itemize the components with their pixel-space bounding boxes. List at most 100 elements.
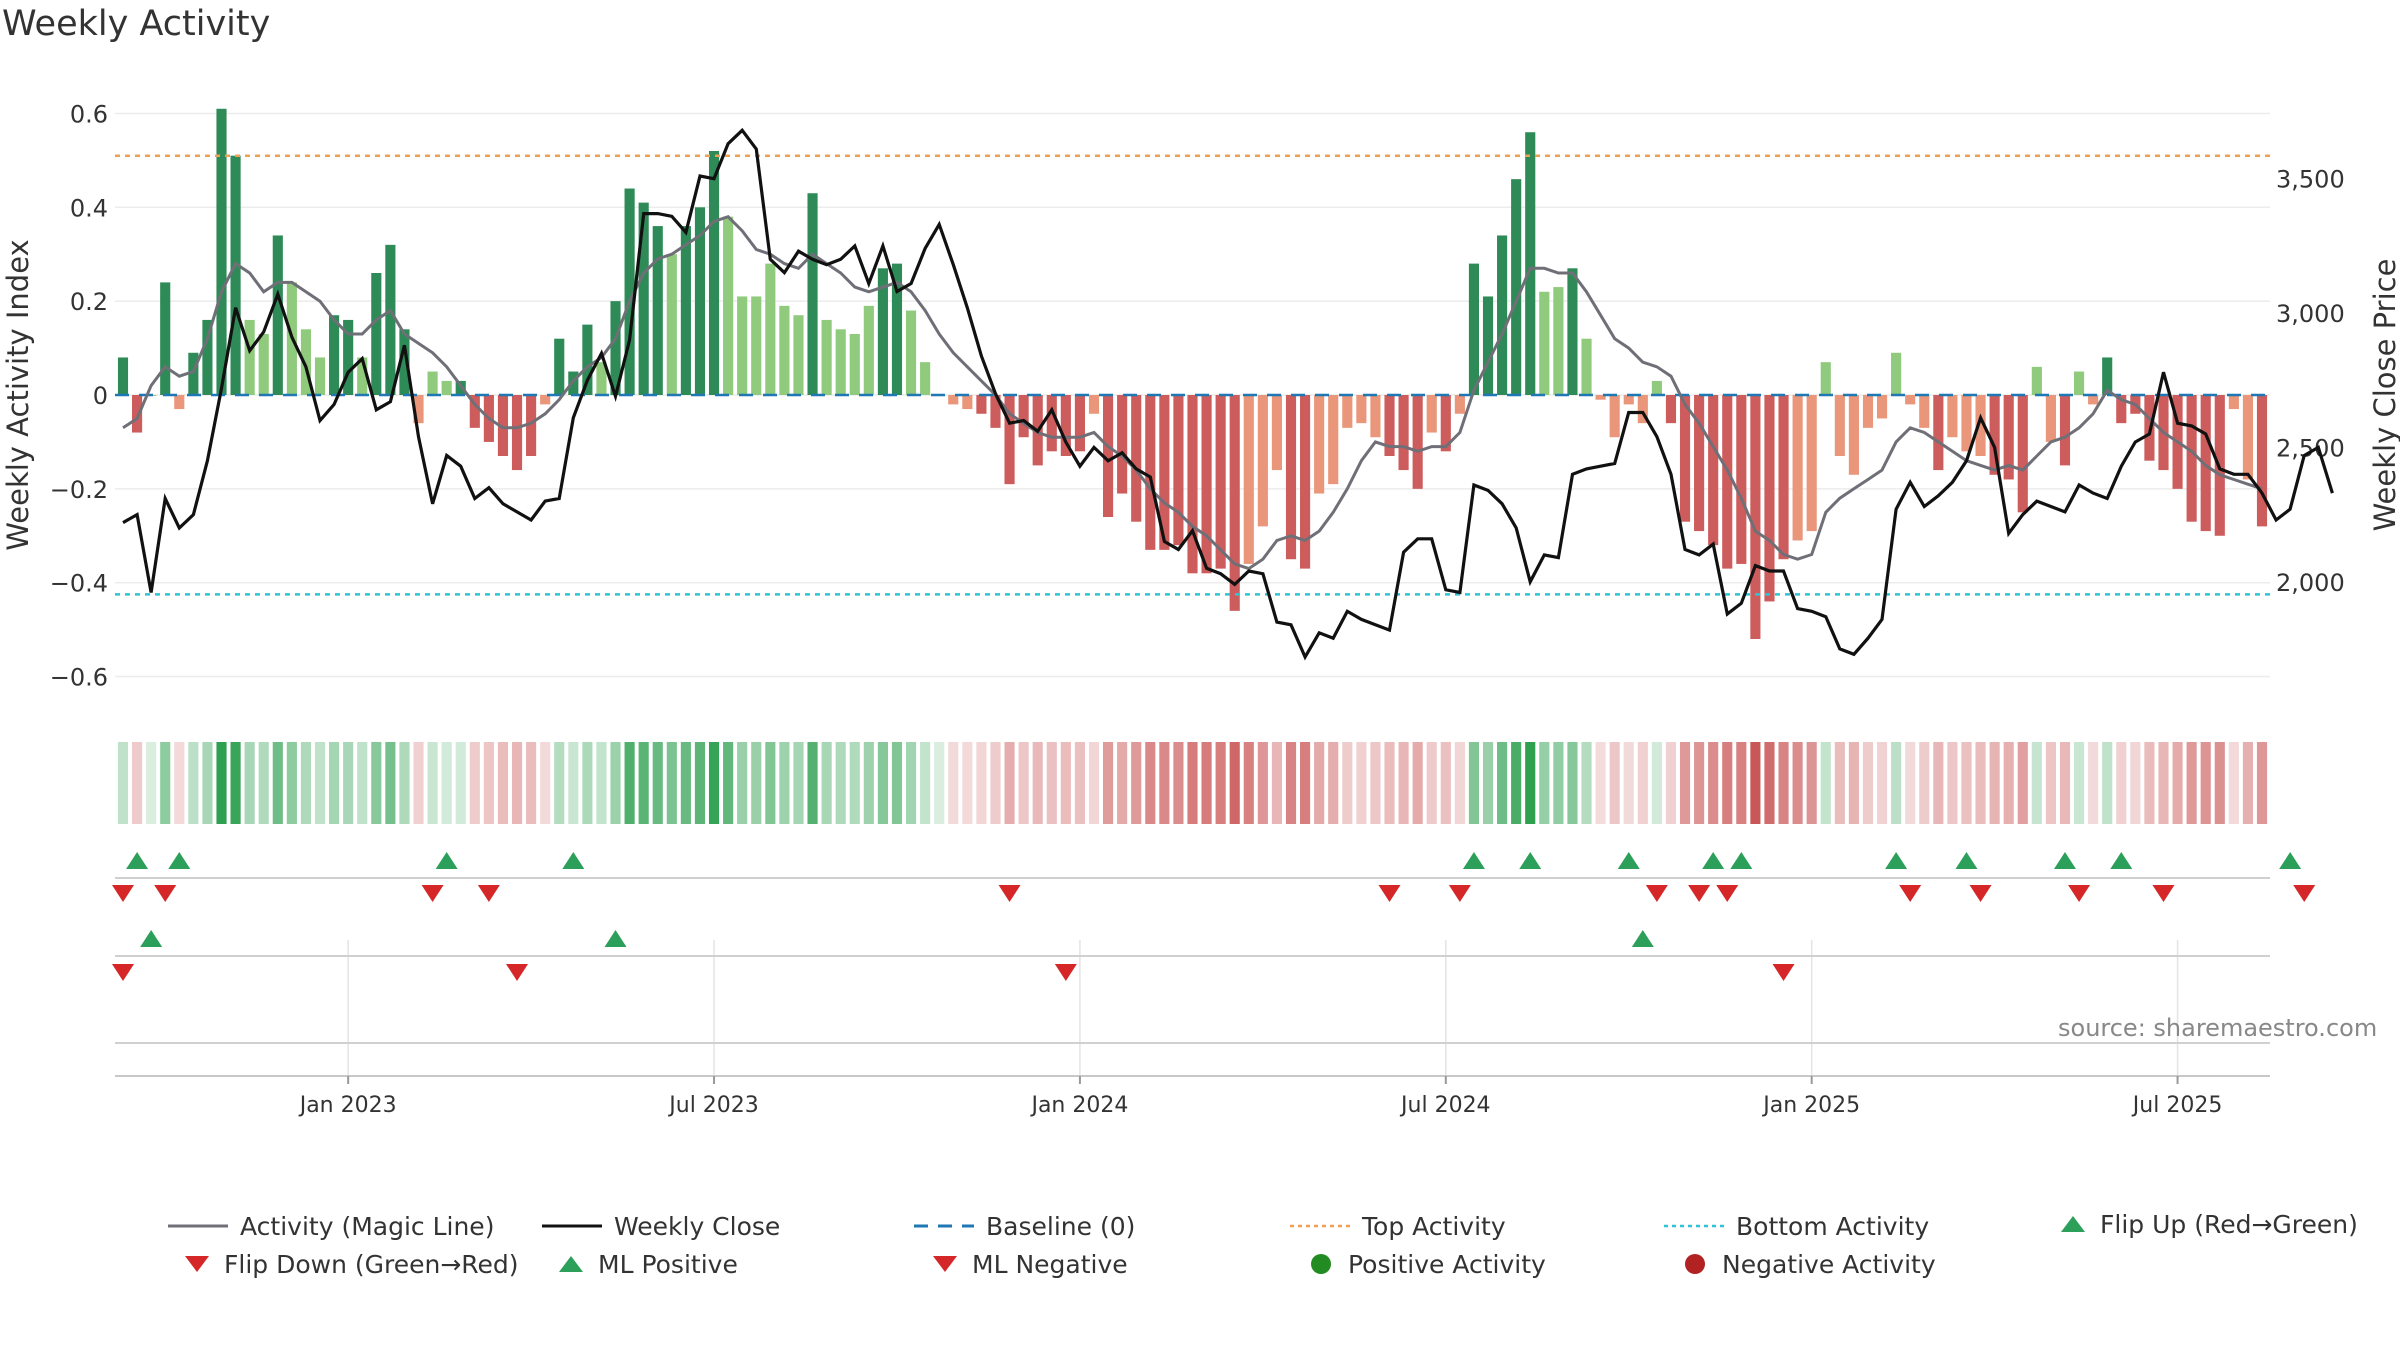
heat-strip-cell [160,742,171,824]
heat-strip-cell [962,742,973,824]
activity-bar [1736,395,1747,564]
activity-bar [1285,395,1297,560]
activity-bar [1257,395,1268,527]
activity-bar [1862,395,1874,428]
x-tick-label: Jul 2024 [1399,1093,1491,1118]
flip-down-marker [1969,885,1992,902]
activity-bar [1497,235,1508,395]
legend-top-label: Top Activity [1362,1211,1506,1241]
activity-bar [596,362,607,395]
legend-close-label: Weekly Close [614,1211,781,1241]
flip-down-marker [2152,885,2175,902]
legend-flip-up: Flip Up (Red→Green) [2058,1208,2358,1240]
flip-down-triangle-icon [185,1256,209,1272]
activity-bar [2073,371,2085,395]
heat-strip-cell [1891,742,1902,824]
legend-weekly-close: Weekly Close [542,1210,780,1242]
flip-down-marker [2068,885,2091,902]
activity-bar [244,319,255,395]
heat-strip-cell [2073,742,2085,824]
flip-up-marker [1702,852,1725,869]
heat-strip-cell [1018,742,1029,824]
heat-strip-cell [2214,742,2225,824]
heat-strip-cell [1370,742,1381,824]
heat-strip-cell [582,742,593,824]
heat-strip-cell [948,742,959,824]
flip-down-marker [998,885,1021,902]
activity-bar [680,226,691,395]
heat-strip-cell [455,742,466,824]
activity-bar [624,188,635,395]
activity-bar [1750,395,1761,639]
heat-strip-cell [117,742,129,824]
heat-strip-cell [765,742,776,824]
heat-strip-cell [1947,742,1958,824]
y2-axis-label: Weekly Close Price [2368,259,2400,532]
heat-strip-cell [2116,742,2127,824]
activity-bar [1525,132,1536,395]
heat-strip-cell [2130,742,2141,824]
heat-strip-cell [146,742,157,824]
heat-strip-cell [483,742,494,824]
activity-bar [2242,395,2253,480]
x-tick-label: Jan 2024 [1029,1093,1128,1118]
activity-bar [948,395,959,405]
activity-bar [497,395,509,456]
heat-strip-cell [596,742,607,824]
heat-strip-cell [835,742,846,824]
legend-flip-down: Flip Down (Green→Red) [182,1248,519,1280]
activity-bar [1131,395,1142,522]
activity-bar [2045,395,2056,442]
legend-ml-positive: ML Positive [556,1248,738,1280]
activity-bar [1102,395,1114,517]
activity-bar [2116,395,2127,424]
heat-strip-cell [1609,742,1620,824]
negative-activity-dot-icon [1685,1254,1705,1274]
heat-strip-cell [1004,742,1015,824]
legend-ml-negative: ML Negative [930,1248,1128,1280]
heat-strip-cell [1454,742,1465,824]
heat-strip-cell [371,742,382,824]
y2-tick-label: 3,500 [2276,166,2345,194]
ml-negative-triangle-icon [933,1256,957,1272]
activity-bar [2186,395,2197,522]
y-tick-label: −0.4 [50,570,108,598]
activity-bar [779,305,790,395]
heat-strip-cell [1722,742,1733,824]
heat-strip-cell [1187,742,1198,824]
activity-bar [1919,395,1930,428]
activity-bar [962,395,973,410]
y-tick-label: 0.4 [70,194,108,222]
heat-strip-cell [540,742,551,824]
chart-title: Weekly Activity [2,4,271,44]
activity-bar [511,395,523,471]
activity-bar [1117,395,1128,494]
activity-bar [1848,395,1859,475]
activity-bar [1694,395,1705,532]
activity-bar [2059,395,2071,466]
heat-strip-cell [1215,742,1226,824]
activity-bar [1595,395,1606,400]
activity-bar [399,329,410,395]
heat-strip-cell [244,742,255,824]
activity-bar [1173,395,1184,546]
heat-strip-cell [2242,742,2253,824]
heat-strip-cell [511,742,523,824]
heat-strip-cell [1102,742,1114,824]
flip-up-triangle-icon [2061,1216,2085,1232]
activity-bar [765,263,776,395]
heat-strip-cell [1764,742,1775,824]
heat-strip-cell [1834,742,1845,824]
heat-strip-cell [441,742,452,824]
activity-bar [2228,395,2239,410]
heat-strip-cell [413,742,424,824]
heat-strip-cell [891,742,903,824]
activity-bar [1623,395,1634,405]
heat-strip-cell [427,742,438,824]
flip-down-marker [1448,885,1471,902]
heat-strip-cell [1032,742,1043,824]
activity-bar [1482,296,1494,395]
heat-strip-cell [737,742,748,824]
flip-down-marker [1688,885,1711,902]
activity-bar [1243,395,1254,564]
